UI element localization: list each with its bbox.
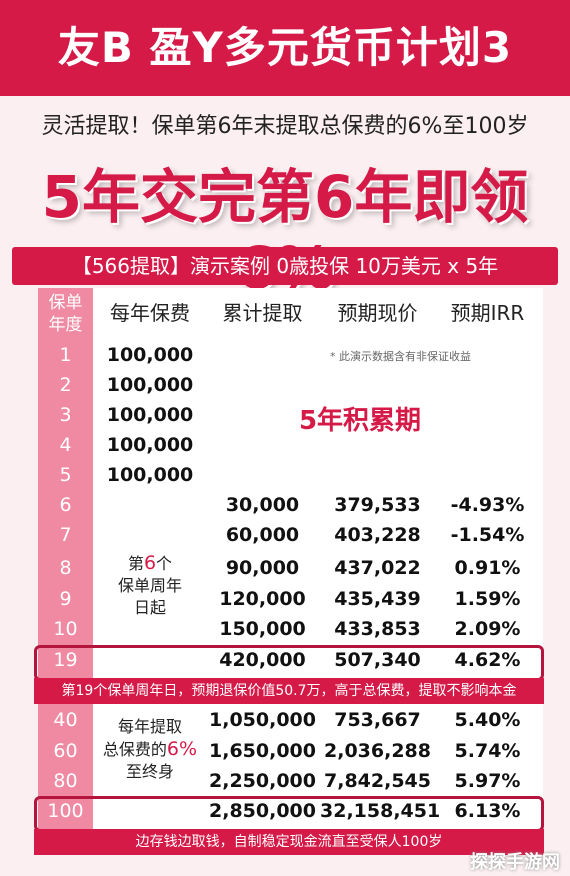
accumulation-label: 5年积累期: [298, 406, 422, 436]
cumulative-cell: 2,850,000: [209, 800, 316, 822]
group2-line3: 至终身: [125, 762, 174, 781]
year-cell: 80: [53, 770, 78, 792]
group1-text: 第: [127, 554, 144, 573]
irr-cell: 5.40%: [454, 709, 521, 731]
premium-cell: 100,000: [106, 464, 194, 486]
cumulative-cell: 60,000: [225, 524, 300, 546]
group-label-lifetime: 每年提取 总保费的6% 至终身: [95, 716, 205, 783]
cumulative-cell: 1,050,000: [209, 709, 316, 731]
year-cell: 10: [53, 618, 78, 640]
value-cell: 403,228: [334, 524, 421, 546]
year-column: [38, 288, 93, 838]
value-header: 预期现价: [337, 301, 418, 325]
value-cell: 7,842,545: [324, 770, 431, 792]
value-cell: 2,036,288: [324, 740, 431, 762]
irr-cell: 0.91%: [454, 557, 521, 579]
page-title: 友B 盈Y多元货币计划3: [57, 23, 513, 72]
year100-note: 边存钱边取钱，自制稳定现金流直至受保人100岁: [34, 829, 544, 855]
group2-text: 总保费的: [102, 740, 167, 759]
irr-cell: 5.74%: [454, 740, 521, 762]
group2-line1: 每年提取: [117, 717, 182, 736]
group-label-from-year6: 第6个 保单周年 日起: [95, 552, 205, 619]
subtitle: 灵活提取！保单第6年末提取总保费的6%至100岁: [41, 114, 529, 139]
value-cell: 379,533: [334, 494, 421, 516]
year-cell: 9: [59, 588, 72, 610]
value-cell: 32,158,451: [320, 800, 441, 822]
year-header-line1: 保单: [48, 293, 83, 313]
irr-cell: 1.59%: [454, 588, 521, 610]
group1-number: 6: [143, 552, 157, 574]
year-cell: 5: [59, 464, 72, 486]
year19-note: 第19个保单周年日，预期退保价值50.7万，高于总保费，提取不影响本金: [34, 678, 544, 704]
case-banner: 【566提取】演示案例 0歳投保 10万美元 x 5年: [12, 247, 558, 285]
cumulative-cell: 150,000: [219, 618, 306, 640]
premium-cell: 100,000: [106, 434, 194, 456]
value-cell: 507,340: [334, 649, 421, 671]
cumulative-cell: 2,250,000: [209, 770, 316, 792]
cumulative-cell: 1,650,000: [209, 740, 316, 762]
cumulative-cell: 420,000: [219, 649, 306, 671]
year-cell: 100: [47, 800, 84, 822]
value-cell: 433,853: [334, 618, 421, 640]
watermark: 探探手游网: [470, 852, 560, 873]
group2-percent: 6%: [166, 738, 198, 760]
year-cell: 2: [59, 374, 72, 396]
premium-cell: 100,000: [106, 404, 194, 426]
value-cell: 435,439: [334, 588, 421, 610]
irr-cell: -4.93%: [450, 494, 525, 516]
year-cell: 60: [53, 740, 78, 762]
irr-cell: 2.09%: [454, 618, 521, 640]
year-cell: 40: [53, 709, 78, 731]
irr-header: 预期IRR: [450, 301, 525, 325]
cumulative-cell: 120,000: [219, 588, 306, 610]
year-header-line2: 年度: [48, 315, 83, 335]
premium-cell: 100,000: [106, 374, 194, 396]
cumulative-cell: 30,000: [225, 494, 300, 516]
year-cell: 8: [59, 557, 72, 579]
disclaimer-note: * 此演示数据含有非保证收益: [330, 350, 471, 363]
year-cell: 1: [59, 344, 72, 366]
year-cell: 7: [59, 524, 72, 546]
premium-cell: 100,000: [106, 344, 194, 366]
year-cell: 19: [53, 649, 78, 671]
group1-line3: 日起: [133, 598, 166, 617]
irr-cell: -1.54%: [450, 524, 525, 546]
cumulative-header: 累计提取: [222, 301, 303, 325]
value-cell: 753,667: [334, 709, 421, 731]
year-cell: 4: [59, 434, 72, 456]
irr-cell: 6.13%: [454, 800, 521, 822]
value-cell: 437,022: [334, 557, 421, 579]
group1-text: 个: [156, 554, 173, 573]
year-cell: 6: [59, 494, 72, 516]
header-bar: 友B 盈Y多元货币计划3: [0, 0, 570, 96]
group1-line2: 保单周年: [117, 576, 182, 595]
year-header: 保单 年度: [38, 292, 93, 336]
illustration-table: [38, 288, 543, 838]
irr-cell: 5.97%: [454, 770, 521, 792]
cumulative-cell: 90,000: [225, 557, 300, 579]
premium-header: 每年保费: [110, 301, 190, 325]
irr-cell: 4.62%: [454, 649, 521, 671]
year-cell: 3: [59, 404, 72, 426]
